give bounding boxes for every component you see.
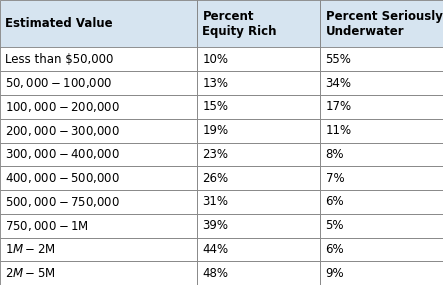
Text: 13%: 13%	[202, 77, 229, 89]
Text: 55%: 55%	[326, 53, 351, 66]
Bar	[0, 142, 197, 166]
Bar	[197, 214, 320, 237]
Bar	[0, 214, 197, 237]
Text: 19%: 19%	[202, 124, 229, 137]
Bar	[0, 166, 197, 190]
Bar	[197, 237, 320, 261]
Bar	[320, 261, 443, 285]
Bar	[197, 166, 320, 190]
Bar	[0, 190, 197, 214]
Bar	[320, 166, 443, 190]
Text: 34%: 34%	[326, 77, 352, 89]
Text: $100,000 - $200,000: $100,000 - $200,000	[5, 100, 120, 114]
Text: 6%: 6%	[326, 243, 344, 256]
Bar	[197, 261, 320, 285]
Text: Less than $50,000: Less than $50,000	[5, 53, 114, 66]
Text: 7%: 7%	[326, 172, 344, 185]
Bar	[0, 48, 197, 71]
Text: 23%: 23%	[202, 148, 229, 161]
Bar	[0, 0, 197, 48]
Text: 6%: 6%	[326, 196, 344, 208]
Text: 44%: 44%	[202, 243, 229, 256]
Bar	[320, 95, 443, 119]
Bar	[197, 119, 320, 142]
Bar	[320, 237, 443, 261]
Text: 9%: 9%	[326, 267, 344, 280]
Text: 48%: 48%	[202, 267, 229, 280]
Text: $400,000 - $500,000: $400,000 - $500,000	[5, 171, 120, 185]
Bar	[320, 119, 443, 142]
Bar	[320, 48, 443, 71]
Bar	[320, 71, 443, 95]
Text: 17%: 17%	[326, 100, 352, 113]
Text: Percent Seriously
Underwater: Percent Seriously Underwater	[326, 10, 443, 38]
Text: $1M - $2M: $1M - $2M	[5, 243, 56, 256]
Text: $300,000 - $400,000: $300,000 - $400,000	[5, 147, 120, 161]
Bar	[0, 119, 197, 142]
Bar	[0, 71, 197, 95]
Bar	[197, 48, 320, 71]
Text: Percent
Equity Rich: Percent Equity Rich	[202, 10, 277, 38]
Bar	[197, 142, 320, 166]
Text: $2M - $5M: $2M - $5M	[5, 267, 56, 280]
Bar	[0, 237, 197, 261]
Bar	[197, 71, 320, 95]
Text: $50,000 - $100,000: $50,000 - $100,000	[5, 76, 113, 90]
Text: 10%: 10%	[202, 53, 229, 66]
Text: $500,000 - $750,000: $500,000 - $750,000	[5, 195, 120, 209]
Bar	[320, 142, 443, 166]
Text: 39%: 39%	[202, 219, 229, 232]
Bar	[197, 190, 320, 214]
Text: Estimated Value: Estimated Value	[5, 17, 113, 30]
Bar	[320, 0, 443, 48]
Text: 8%: 8%	[326, 148, 344, 161]
Text: 5%: 5%	[326, 219, 344, 232]
Text: $750,000 - $1M: $750,000 - $1M	[5, 219, 89, 233]
Text: 11%: 11%	[326, 124, 352, 137]
Text: $200,000 - $300,000: $200,000 - $300,000	[5, 124, 120, 138]
Text: 15%: 15%	[202, 100, 229, 113]
Bar	[0, 261, 197, 285]
Bar	[0, 95, 197, 119]
Bar	[197, 0, 320, 48]
Bar	[320, 190, 443, 214]
Text: 31%: 31%	[202, 196, 229, 208]
Bar	[197, 95, 320, 119]
Bar	[320, 214, 443, 237]
Text: 26%: 26%	[202, 172, 229, 185]
